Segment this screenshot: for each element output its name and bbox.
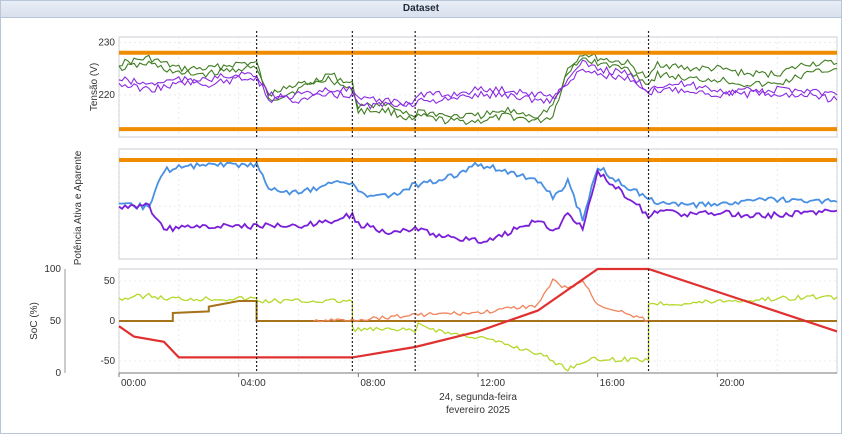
x-tick-label: 16:00 — [600, 378, 625, 389]
soc-ytick-label: 0 — [55, 368, 61, 379]
power-ytick-label: -50 — [101, 356, 116, 367]
panel2-ylabel: Potência Ativa e Aparente — [73, 150, 84, 265]
pv-power-series-line — [313, 278, 649, 323]
x-tick-label: 04:00 — [241, 378, 266, 389]
x-tick-label: 12:00 — [480, 378, 505, 389]
panel1-ytick-label: 230 — [98, 37, 115, 48]
x-tick-label: 08:00 — [360, 378, 385, 389]
x-tick-label: 20:00 — [719, 378, 744, 389]
panel3-ylabel: SoC (%) — [29, 302, 40, 340]
voltage-series-line-1 — [118, 52, 838, 126]
voltage-series-line-2 — [118, 57, 838, 120]
x-tick-label: 00:00 — [121, 378, 146, 389]
voltage-series-line-4 — [118, 68, 838, 110]
x-caption-month: fevereiro 2025 — [446, 405, 510, 416]
soc-ytick-label: 50 — [50, 316, 62, 327]
x-caption-date: 24, segunda-feira — [439, 392, 517, 403]
panel1-ylabel: Tensão (V) — [89, 63, 100, 111]
window-title: Dataset — [1, 1, 841, 18]
power-ytick-label: 0 — [109, 316, 115, 327]
soc-ytick-label: 100 — [44, 264, 61, 275]
power-series-line-1 — [118, 160, 838, 222]
panel1-ytick-label: 220 — [98, 90, 115, 101]
battery-power-series-line — [118, 292, 838, 372]
power-ytick-label: 50 — [104, 276, 116, 287]
soc-series-line — [118, 267, 838, 359]
power-series-line-2 — [118, 168, 838, 245]
